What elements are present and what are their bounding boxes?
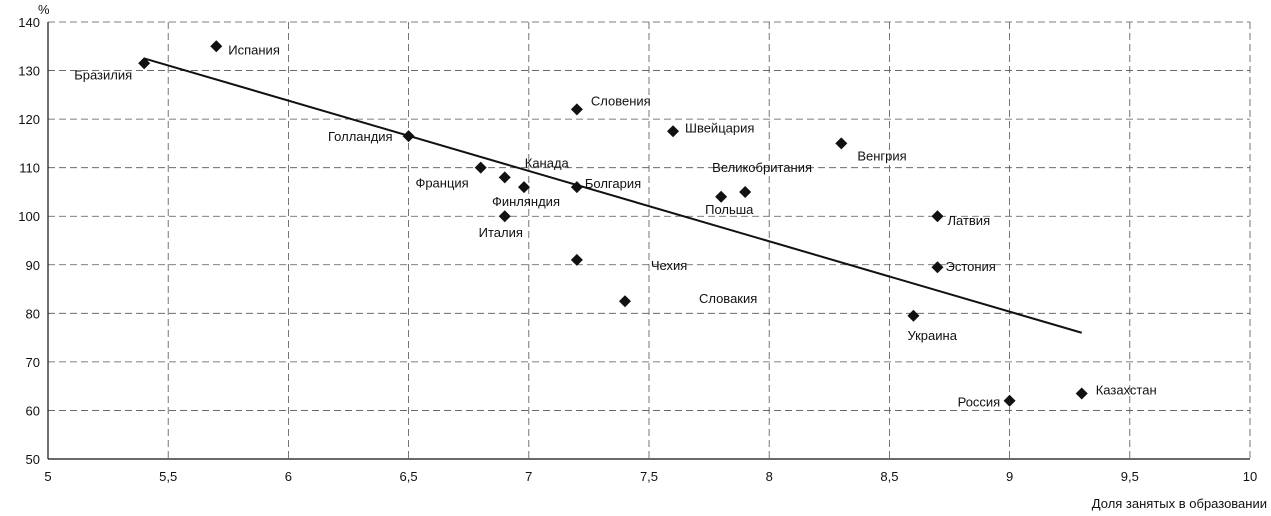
x-tick-label: 7,5 — [640, 469, 658, 484]
y-tick-label: 60 — [26, 403, 40, 418]
point-label: Польша — [705, 202, 754, 217]
data-point — [570, 103, 583, 116]
data-point — [835, 137, 848, 150]
data-point — [570, 181, 583, 194]
point-label: Бразилия — [74, 67, 132, 82]
data-points — [138, 40, 1088, 407]
data-point — [210, 40, 223, 53]
x-tick-label: 7 — [525, 469, 532, 484]
point-label: Канада — [525, 155, 570, 170]
point-label: Эстония — [945, 259, 995, 274]
y-tick-label: 70 — [26, 355, 40, 370]
data-point — [570, 253, 583, 266]
data-point — [715, 190, 728, 203]
data-point — [474, 161, 487, 174]
y-tick-label: 50 — [26, 452, 40, 467]
point-label: Швейцария — [685, 120, 754, 135]
point-label: Украина — [907, 328, 957, 343]
y-tick-label: 100 — [18, 209, 40, 224]
point-label: Казахстан — [1096, 382, 1157, 397]
tick-labels: 5 5,5 6 6,5 7 7,5 8 8,5 9 9,5 10 50 60 70 80 90 100 110 12… — [18, 15, 1257, 484]
x-tick-label: 10 — [1243, 469, 1257, 484]
data-point — [907, 309, 920, 322]
point-label: Чехия — [651, 258, 687, 273]
point-labels: Бразилия Испания Голландия Франция Канада Фин… — [74, 42, 1156, 409]
x-tick-label: 8 — [766, 469, 773, 484]
point-label: Испания — [228, 42, 280, 57]
x-tick-label: 9 — [1006, 469, 1013, 484]
data-point — [138, 57, 151, 70]
data-point — [1075, 387, 1088, 400]
data-point — [1003, 394, 1016, 407]
point-label: Франция — [415, 176, 468, 191]
point-label: Финляндия — [492, 194, 560, 209]
y-tick-label: 110 — [19, 161, 40, 176]
point-label: Болгария — [585, 176, 641, 191]
data-point — [498, 171, 511, 184]
data-point — [618, 295, 631, 308]
data-point — [739, 185, 752, 198]
point-label: Венгрия — [857, 148, 906, 163]
point-label: Великобритания — [712, 160, 812, 175]
x-tick-label: 9,5 — [1121, 469, 1139, 484]
y-tick-label: 90 — [26, 258, 40, 273]
point-label: Словакия — [699, 291, 757, 306]
trend-line — [143, 57, 1083, 334]
point-label: Италия — [479, 225, 523, 240]
point-label: Голландия — [328, 129, 393, 144]
x-tick-label: 8,5 — [880, 469, 898, 484]
x-tick-label: 6,5 — [400, 469, 418, 484]
x-tick-label: 5 — [44, 469, 51, 484]
data-point — [517, 181, 530, 194]
y-tick-label: 120 — [18, 112, 40, 127]
x-axis-label: Доля занятых в образовании — [1092, 496, 1267, 511]
y-tick-label: 130 — [18, 64, 40, 79]
data-point — [931, 210, 944, 223]
point-label: Латвия — [947, 213, 990, 228]
data-point — [667, 125, 680, 138]
grid — [48, 21, 1251, 459]
point-label: Россия — [958, 395, 1001, 410]
y-axis-label: % — [38, 2, 50, 17]
x-tick-label: 5,5 — [159, 469, 177, 484]
data-point — [402, 130, 415, 143]
y-tick-label: 140 — [18, 15, 40, 30]
data-point — [498, 210, 511, 223]
axes — [47, 22, 1250, 460]
y-tick-label: 80 — [26, 306, 40, 321]
point-label: Словения — [591, 93, 651, 108]
x-tick-label: 6 — [285, 469, 292, 484]
data-point — [931, 261, 944, 274]
